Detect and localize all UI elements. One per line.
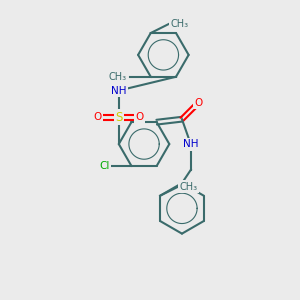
Text: NH: NH bbox=[111, 85, 127, 96]
Text: Cl: Cl bbox=[100, 161, 110, 171]
Text: O: O bbox=[136, 112, 144, 122]
Text: CH₃: CH₃ bbox=[170, 19, 188, 29]
Text: O: O bbox=[94, 112, 102, 122]
Text: NH: NH bbox=[183, 140, 199, 149]
Text: S: S bbox=[115, 111, 122, 124]
Text: CH₃: CH₃ bbox=[179, 182, 197, 192]
Text: CH₃: CH₃ bbox=[109, 72, 127, 82]
Text: O: O bbox=[194, 98, 202, 108]
